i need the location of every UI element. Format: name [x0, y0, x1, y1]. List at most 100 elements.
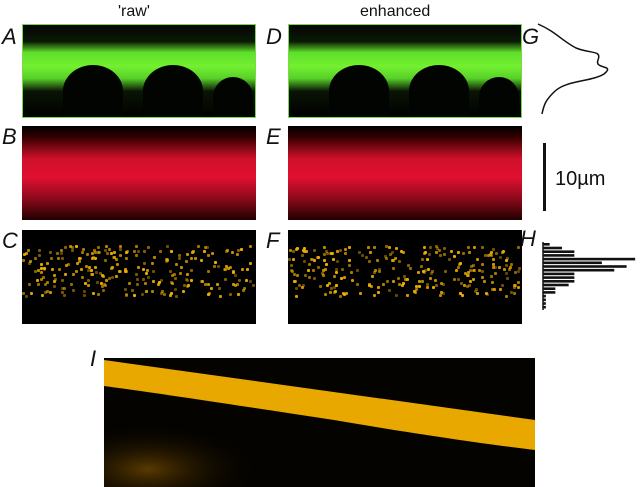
speckle: [303, 247, 307, 251]
speckle: [434, 245, 438, 249]
speckle: [330, 286, 334, 290]
speckle: [492, 266, 496, 270]
histogram-bar: [543, 287, 556, 290]
speckle: [131, 289, 135, 293]
speckle: [105, 245, 109, 249]
speckle: [206, 283, 210, 287]
speckle: [135, 245, 139, 248]
speckle: [328, 291, 332, 295]
speckle: [95, 271, 99, 275]
speckle: [294, 248, 298, 252]
speckle: [295, 287, 299, 291]
speckle: [516, 285, 520, 289]
speckle: [334, 270, 338, 274]
speckle: [160, 279, 164, 283]
speckle: [500, 251, 504, 255]
speckle: [473, 290, 477, 294]
speckle: [49, 290, 53, 294]
speckle: [291, 250, 295, 254]
speckle: [316, 256, 320, 260]
speckle: [322, 252, 326, 256]
speckle: [312, 259, 316, 263]
speckle: [92, 292, 96, 296]
speckle: [178, 272, 182, 276]
speckle: [508, 268, 512, 272]
speckle: [312, 269, 316, 273]
speckle: [86, 269, 90, 273]
speckle: [97, 246, 101, 250]
speckle: [439, 291, 443, 295]
column-title-raw: 'raw': [118, 3, 150, 20]
speckle: [501, 283, 505, 287]
speckle: [94, 265, 98, 269]
speckle: [369, 285, 373, 289]
speckle: [53, 277, 57, 281]
speckle: [356, 269, 360, 273]
speckle: [36, 269, 40, 273]
speckle: [513, 283, 517, 287]
speckle: [118, 245, 122, 249]
speckle: [94, 250, 98, 254]
speckle: [433, 279, 437, 283]
label-e: E: [266, 124, 281, 149]
speckle: [348, 258, 352, 262]
speckle: [89, 268, 93, 272]
speckle: [70, 283, 74, 287]
speckle: [91, 256, 95, 260]
speckle: [52, 274, 56, 278]
speckle: [395, 294, 399, 298]
speckle: [339, 294, 343, 298]
speckle: [107, 247, 111, 251]
speckle: [163, 293, 167, 297]
speckle: [397, 277, 401, 281]
speckle: [185, 273, 189, 277]
speckle: [490, 275, 494, 279]
speckle: [25, 294, 29, 298]
speckle: [61, 278, 65, 282]
speckle: [170, 282, 174, 286]
speckle: [56, 252, 60, 256]
speckle: [408, 267, 412, 270]
speckle: [248, 245, 252, 249]
speckle: [505, 258, 509, 262]
speckle: [217, 286, 221, 290]
speckle: [420, 264, 424, 268]
speckle: [392, 266, 396, 270]
speckle: [339, 248, 343, 252]
label-f: F: [266, 228, 280, 253]
speckle: [463, 271, 467, 275]
speckle: [144, 282, 148, 286]
speckle: [98, 272, 102, 276]
speckle: [124, 268, 128, 272]
speckle: [160, 292, 164, 296]
speckle: [124, 288, 128, 292]
speckle: [513, 291, 517, 295]
speckle: [71, 246, 75, 250]
speckle: [186, 279, 190, 283]
speckle: [439, 282, 443, 286]
speckle: [421, 257, 425, 261]
speckle: [64, 264, 68, 268]
speckle: [127, 282, 131, 286]
speckle: [344, 248, 348, 252]
speckle: [358, 292, 362, 296]
histogram-bar: [543, 283, 569, 287]
speckle: [510, 262, 514, 266]
speckle: [178, 253, 182, 257]
speckle: [349, 271, 353, 275]
speckle: [517, 267, 521, 271]
speckle: [191, 249, 195, 253]
speckle: [348, 245, 352, 249]
speckle: [241, 289, 245, 293]
speckle: [44, 282, 48, 286]
speckle: [401, 250, 405, 254]
speckle: [142, 277, 146, 281]
speckle: [367, 260, 371, 264]
speckle: [403, 278, 407, 282]
speckle: [92, 249, 96, 253]
speckle: [467, 251, 471, 255]
speckle: [312, 277, 316, 281]
speckle: [383, 254, 387, 258]
speckle: [458, 263, 462, 267]
